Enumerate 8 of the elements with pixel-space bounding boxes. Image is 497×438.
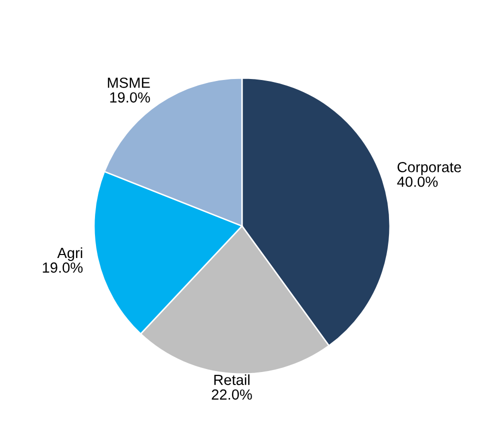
slice-label: Retail — [214, 374, 250, 386]
slice-label: Agri — [57, 247, 82, 261]
data-label: 19.0% — [110, 92, 150, 103]
data-label: 40.0% — [397, 176, 438, 187]
slice-label: Corporate — [398, 162, 462, 176]
slice-label: MSME — [108, 78, 150, 88]
data-label: 22.0% — [212, 389, 252, 400]
data-label: 19.0% — [42, 262, 83, 273]
